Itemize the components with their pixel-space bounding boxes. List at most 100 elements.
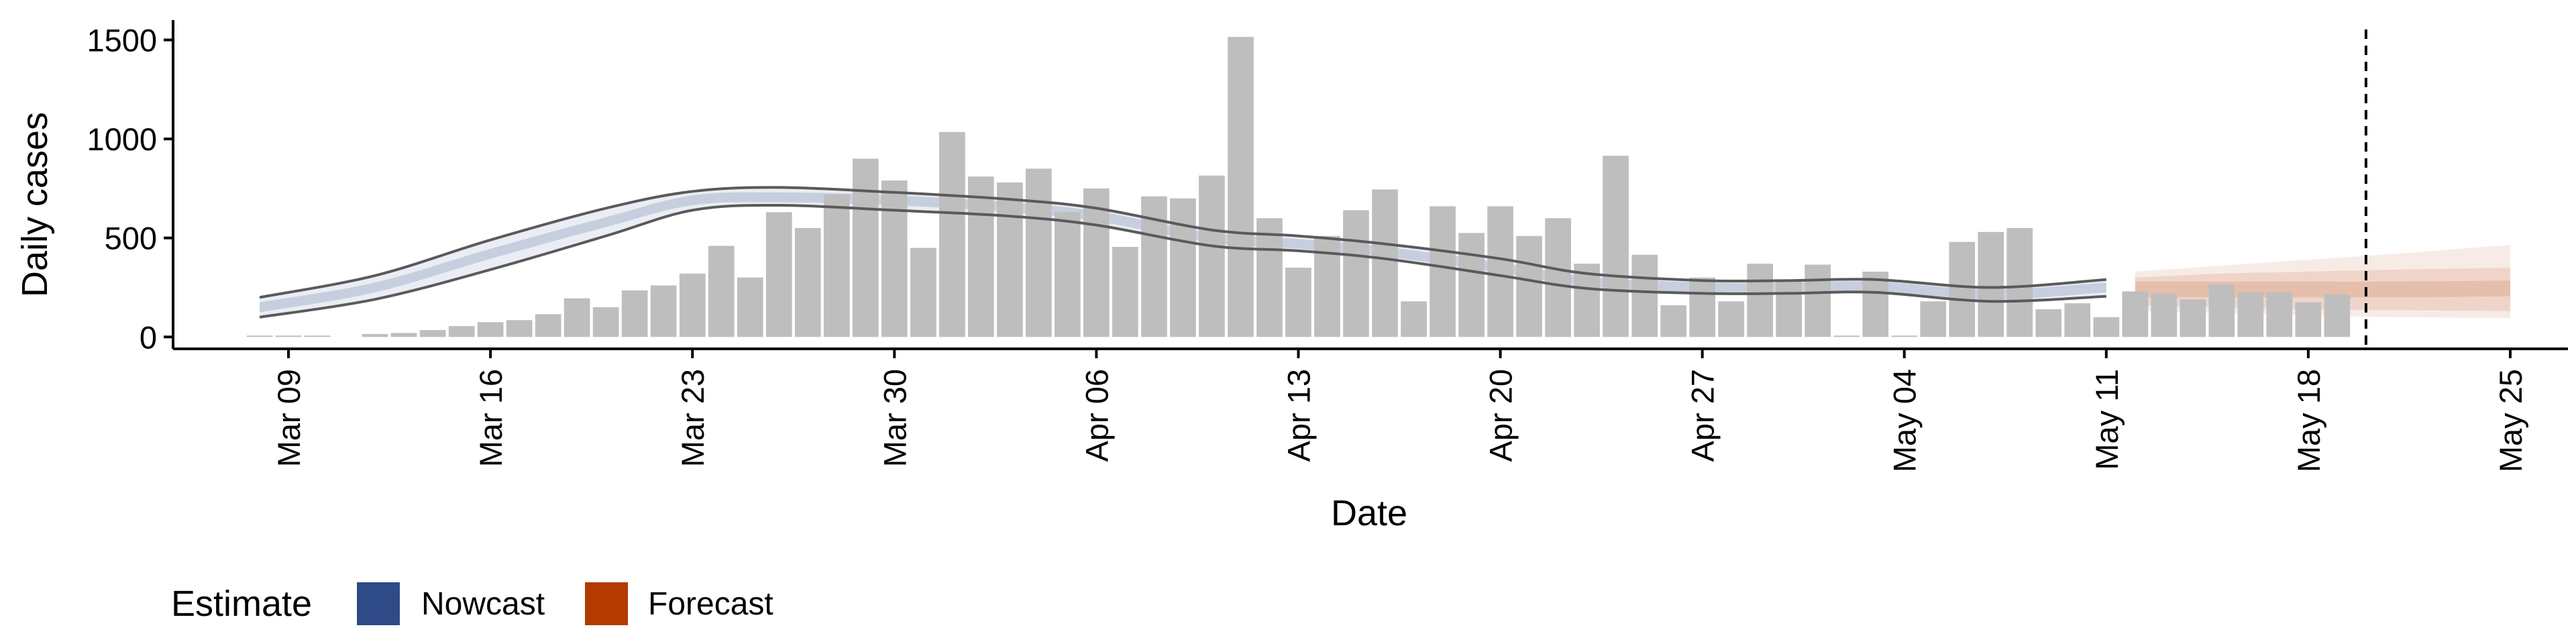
- axes: [172, 20, 2568, 350]
- nowcast-lower-line: [259, 203, 2106, 319]
- x-tick-label: Mar 09: [271, 369, 307, 467]
- bar: [1660, 305, 1686, 337]
- legend-label-nowcast: Nowcast: [421, 586, 545, 622]
- bar: [2035, 309, 2062, 337]
- bar: [737, 277, 763, 337]
- bar: [679, 273, 706, 337]
- bar: [1372, 189, 1398, 337]
- x-tick-label: Apr 27: [1685, 369, 1721, 462]
- bar: [592, 307, 619, 337]
- bar: [2064, 303, 2091, 337]
- y-axis-title: Daily cases: [15, 112, 55, 297]
- bar: [1631, 254, 1658, 337]
- legend-key-forecast: [585, 582, 628, 625]
- bar: [881, 180, 908, 337]
- bar: [794, 227, 821, 337]
- bar: [852, 158, 879, 337]
- x-tick-label: May 11: [2089, 369, 2125, 470]
- bar: [1458, 233, 1485, 337]
- bar: [1343, 210, 1369, 337]
- bar: [968, 176, 994, 337]
- bar: [419, 330, 446, 337]
- x-ticks: Mar 09 Mar 16 Mar 23 Mar 30 Apr 06 Apr 13 Apr …: [271, 349, 2528, 472]
- x-tick-label: Apr 20: [1483, 369, 1519, 462]
- bar: [1949, 241, 1976, 337]
- bar: [1228, 37, 1254, 337]
- bar: [1891, 335, 1918, 337]
- bar: [1862, 271, 1889, 337]
- bar: [304, 335, 331, 337]
- bar: [1285, 268, 1311, 337]
- bar: [2237, 292, 2264, 337]
- bar: [823, 194, 850, 337]
- x-tick-label: Mar 30: [877, 369, 912, 467]
- legend-label-forecast: Forecast: [648, 586, 773, 622]
- nowcast-upper-line: [259, 186, 2106, 299]
- bar: [1603, 156, 1629, 337]
- bar: [650, 285, 677, 337]
- bar: [362, 333, 388, 337]
- bar: [765, 212, 792, 337]
- legend-key-nowcast: [357, 582, 400, 625]
- bar: [1776, 281, 1802, 337]
- bar: [275, 335, 302, 337]
- bar: [1689, 277, 1715, 337]
- x-tick-label: Apr 13: [1281, 369, 1316, 462]
- bar: [390, 333, 417, 337]
- bar: [448, 326, 475, 337]
- y-tick-label: 1000: [87, 121, 157, 157]
- bar: [910, 248, 936, 337]
- bar: [1545, 218, 1571, 337]
- bar: [2208, 284, 2235, 337]
- x-tick-label: May 18: [2291, 369, 2326, 472]
- bar: [1516, 235, 1542, 337]
- bar: [535, 314, 561, 337]
- y-tick-label: 0: [140, 319, 157, 355]
- bar: [997, 182, 1023, 337]
- x-tick-label: Mar 23: [675, 369, 710, 467]
- bar: [1256, 218, 1283, 337]
- bar: [1718, 301, 1744, 337]
- bar: [246, 335, 273, 337]
- y-tick-label: 500: [105, 221, 157, 256]
- bar: [2295, 302, 2322, 337]
- legend-title: Estimate: [171, 584, 312, 624]
- bar: [1055, 212, 1081, 337]
- bar: [1805, 264, 1831, 337]
- y-ticks: 0 500 1000 1500: [87, 23, 173, 355]
- x-axis-title: Date: [1331, 493, 1407, 533]
- bar: [564, 298, 590, 337]
- bar: [2180, 299, 2206, 337]
- bar: [708, 246, 735, 337]
- bar: [1430, 206, 1456, 337]
- reference-line-layer: [259, 30, 2367, 349]
- bar: [1199, 175, 1225, 337]
- x-tick-label: Mar 16: [473, 369, 508, 467]
- bar: [939, 131, 965, 337]
- bars: [246, 37, 2351, 337]
- forecast-band-core: [2135, 280, 2510, 298]
- x-tick-label: May 04: [1887, 369, 1923, 472]
- bar: [1170, 198, 1196, 337]
- bar: [1083, 188, 1110, 337]
- bar: [2266, 292, 2293, 337]
- bar: [2151, 293, 2178, 337]
- bar: [1747, 264, 1773, 337]
- x-tick-label: May 25: [2493, 369, 2528, 472]
- bar: [621, 290, 648, 337]
- bar: [1487, 206, 1513, 337]
- bar: [2324, 294, 2351, 337]
- bar: [2122, 291, 2149, 337]
- bar: [1920, 301, 1947, 337]
- bar: [1112, 247, 1138, 337]
- bar: [2006, 227, 2033, 337]
- bar: [2093, 317, 2120, 337]
- bar: [1026, 168, 1052, 337]
- x-tick-label: Apr 06: [1079, 369, 1114, 462]
- y-tick-label: 1500: [87, 23, 157, 58]
- bar: [1574, 264, 1600, 337]
- bar: [477, 322, 504, 337]
- bar: [1401, 301, 1427, 337]
- bar: [1833, 335, 1860, 337]
